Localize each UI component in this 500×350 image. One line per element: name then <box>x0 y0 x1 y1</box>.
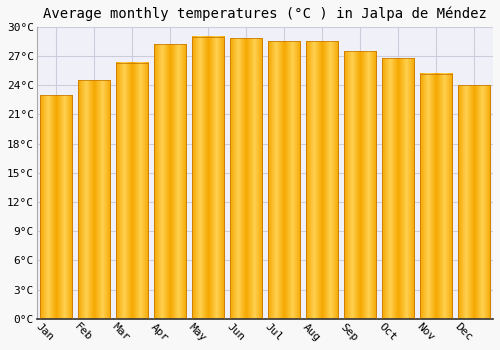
Bar <box>306 41 338 319</box>
Bar <box>458 85 490 319</box>
Bar <box>192 36 224 319</box>
Bar <box>78 80 110 319</box>
Bar <box>268 41 300 319</box>
Bar <box>230 38 262 319</box>
Bar <box>382 58 414 319</box>
Bar <box>154 44 186 319</box>
Bar <box>116 63 148 319</box>
Bar <box>420 74 452 319</box>
Bar <box>344 51 376 319</box>
Bar <box>40 95 72 319</box>
Title: Average monthly temperatures (°C ) in Jalpa de Méndez: Average monthly temperatures (°C ) in Ja… <box>43 7 487 21</box>
